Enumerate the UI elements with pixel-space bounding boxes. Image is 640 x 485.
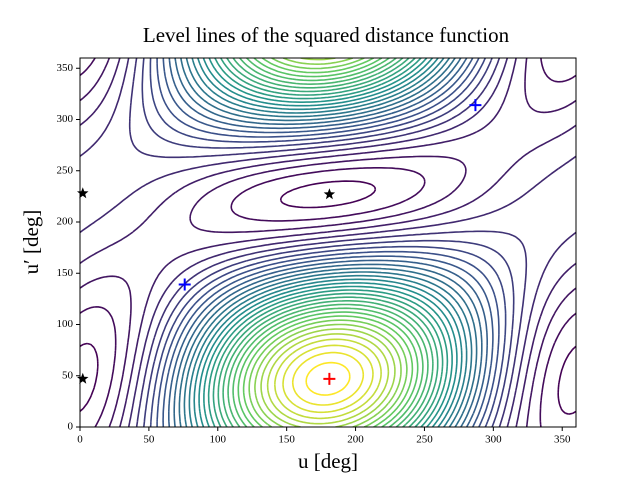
contour-line [222,58,434,427]
contour-line [183,58,473,427]
contour-line [80,58,576,427]
contour-line [80,58,576,427]
contour-line [274,338,382,420]
contour-line [173,58,483,427]
y-tick-label: 350 [57,62,74,74]
contour-line [266,333,390,425]
contour-line [162,58,494,427]
star-marker [323,188,336,200]
contour-line [128,58,528,427]
contour-line [168,58,488,427]
y-tick-label: 50 [62,369,74,381]
y-tick-label: 200 [57,216,74,228]
y-tick-label: 100 [57,318,74,330]
contour-line [80,58,576,427]
plus-marker [178,278,191,291]
contour-line [188,58,468,427]
contour-line [178,58,478,427]
contour-line [193,58,463,427]
contour-line [248,58,408,427]
x-tick-label: 250 [416,434,433,446]
x-tick-label: 0 [77,434,83,446]
star-marker [77,187,89,199]
contour-line [156,58,500,427]
chart-title: Level lines of the squared distance func… [143,23,510,47]
plus-marker [469,99,482,112]
contour-group [80,58,576,427]
contour-line [203,58,453,427]
contour-line [212,58,444,427]
x-tick-label: 50 [143,434,155,446]
contour-line [207,58,449,427]
contour-layer [80,58,576,427]
contour-line [260,58,396,427]
plot-frame [79,57,577,428]
contour-line [149,58,507,427]
y-tick-label: 300 [57,113,74,125]
contour-line [141,58,515,427]
contour-line [227,58,429,427]
x-axis-label: u [deg] [298,449,358,473]
x-tick-label: 350 [554,434,571,446]
x-tick-label: 100 [210,434,227,446]
contour-line [237,58,419,427]
contour-line [291,351,365,406]
y-tick-label: 0 [68,421,74,433]
contour-line [217,58,439,427]
star-marker [77,372,89,384]
x-tick-label: 300 [485,434,502,446]
plus-marker [323,372,336,385]
y-axis-label: u′ [deg] [19,210,43,275]
x-tick-label: 200 [347,434,364,446]
axes: 0 50 100 150 200 250 300 350 0 50 100 150 200 250 300 3… [57,57,577,446]
contour-line [305,361,351,396]
x-tick-label: 150 [278,434,295,446]
contour-line [282,344,374,414]
y-tick-label: 250 [57,164,74,176]
contour-line [232,58,424,427]
contour-line [198,58,458,427]
contour-line [254,58,402,427]
y-tick-label: 150 [57,267,74,279]
